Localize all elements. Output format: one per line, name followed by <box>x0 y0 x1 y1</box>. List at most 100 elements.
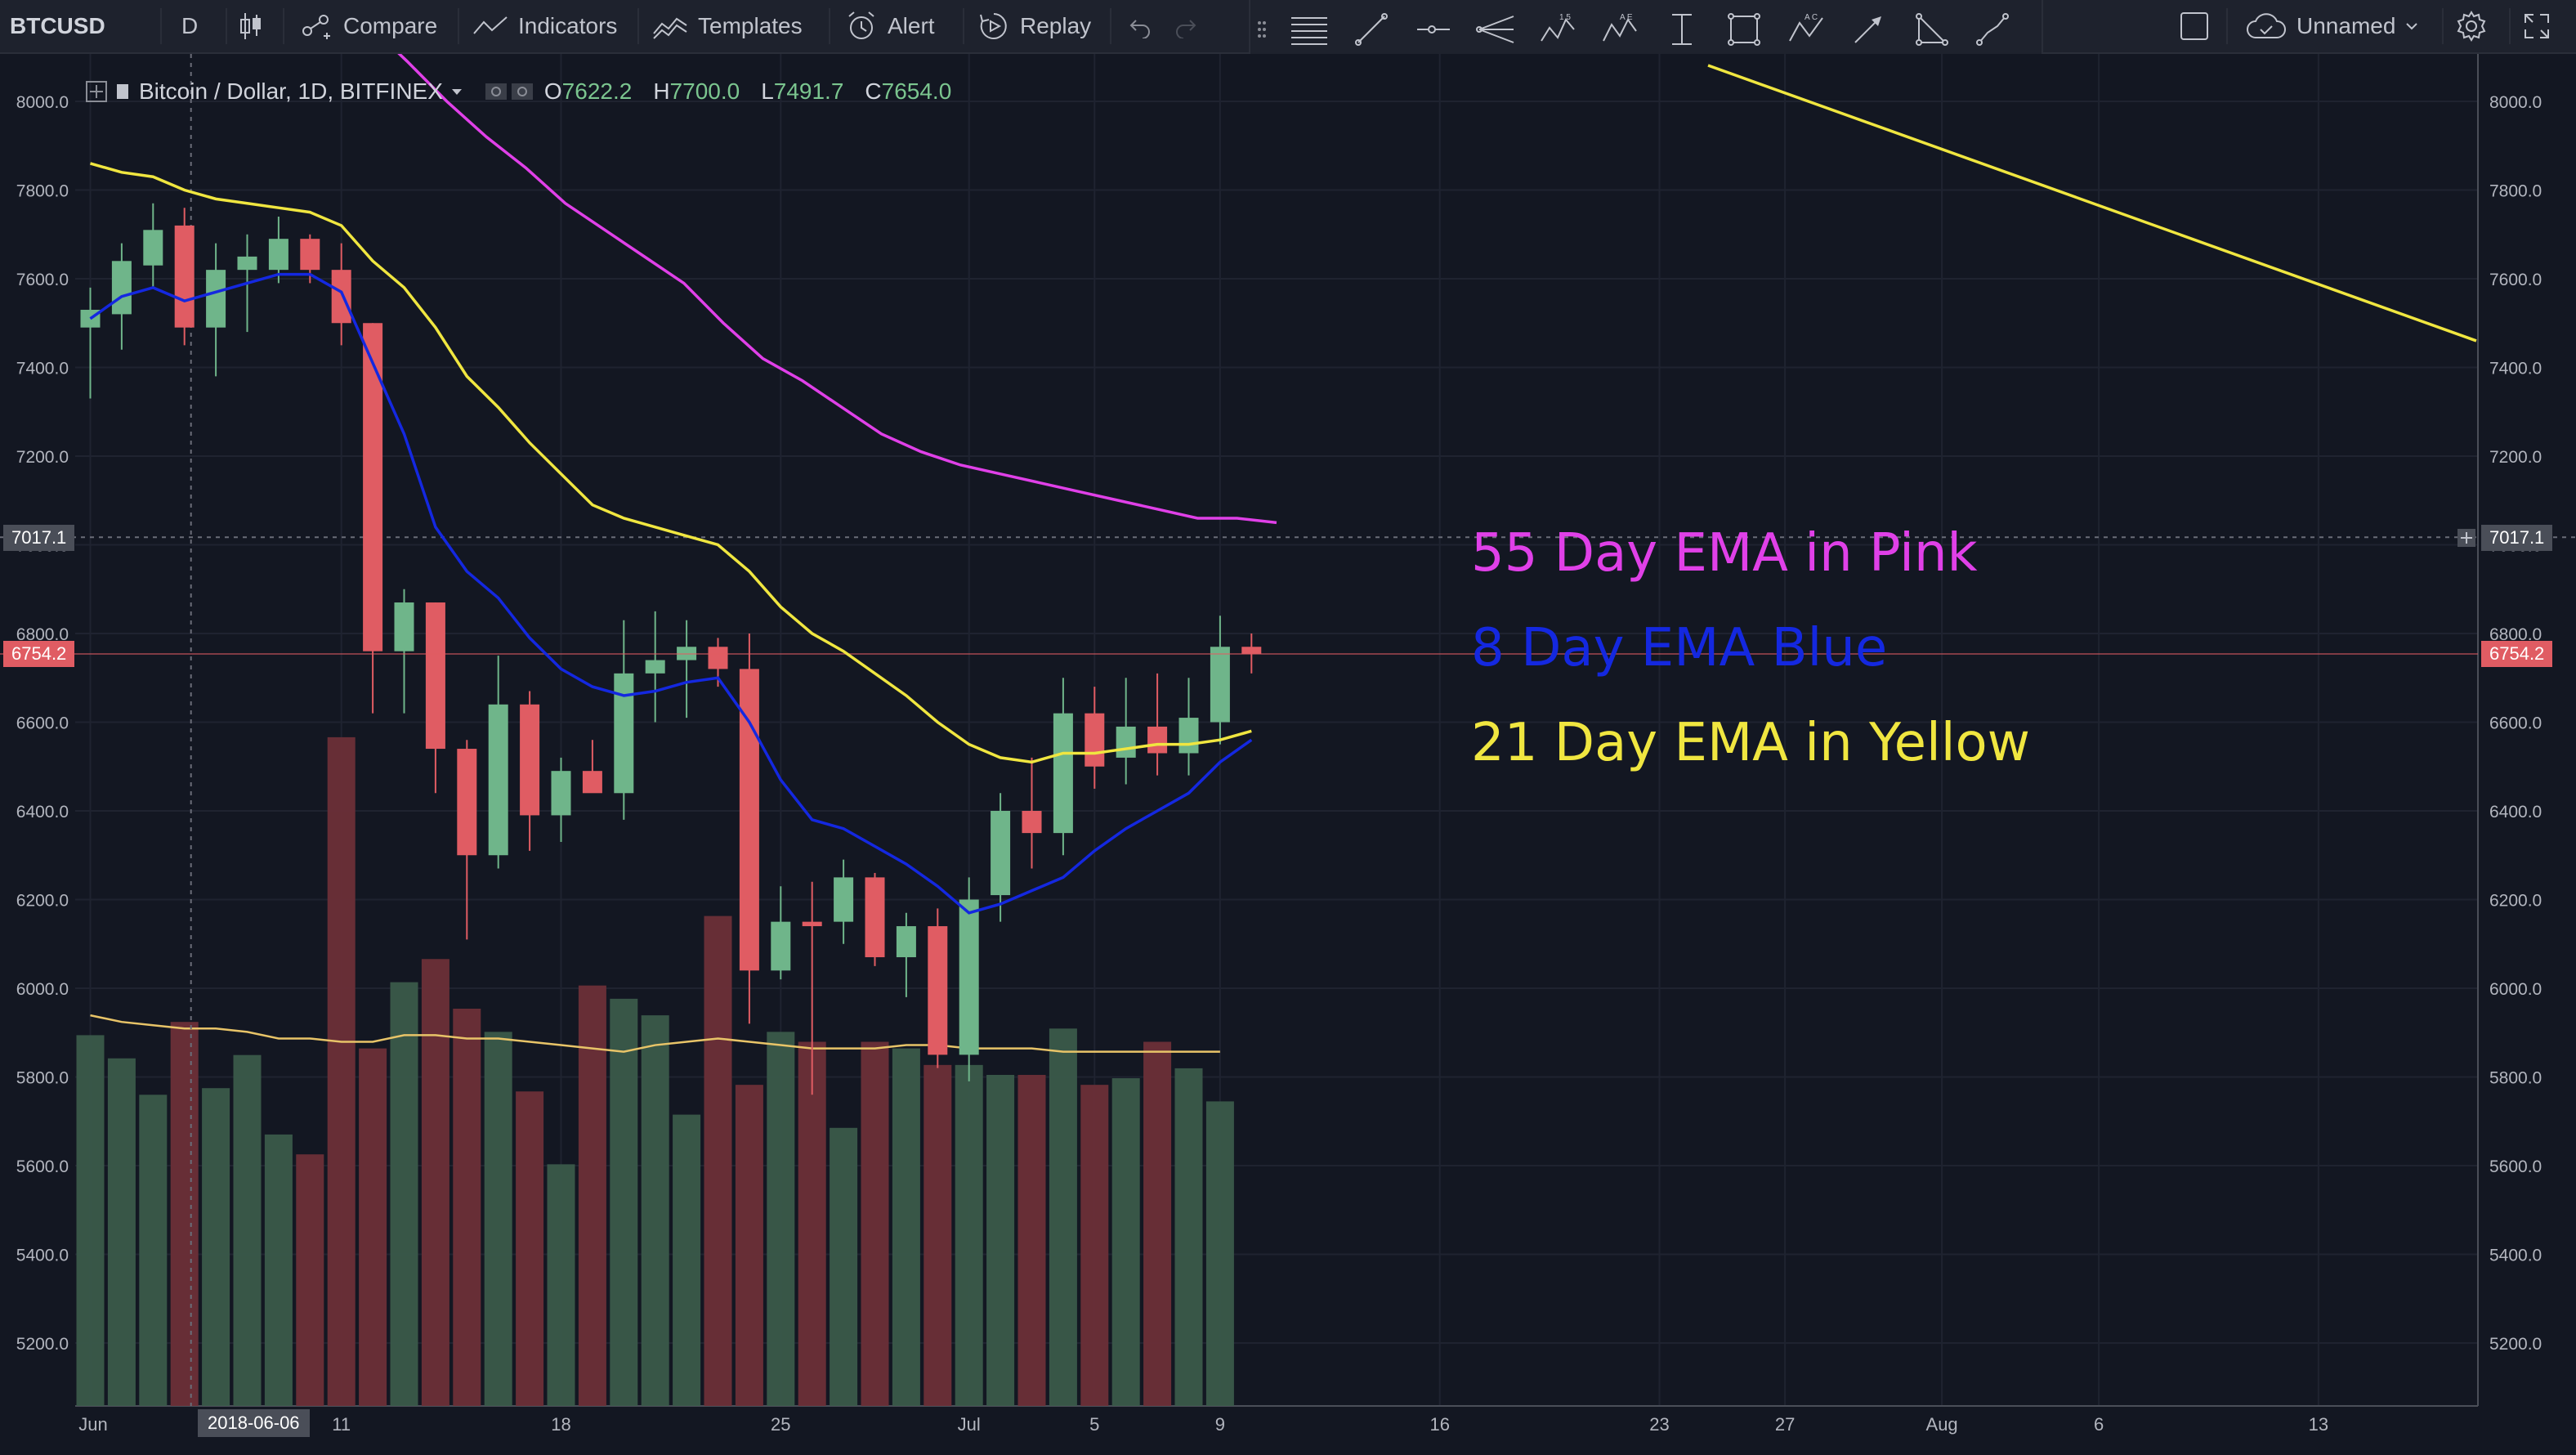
candle-body <box>300 239 320 271</box>
candle-body <box>520 704 540 816</box>
candle-body <box>739 669 759 971</box>
high-label: H <box>653 78 670 104</box>
price-axis-label-left: 7800.0 <box>16 182 69 201</box>
indicators-button[interactable]: Indicators <box>472 0 617 52</box>
volume-bar <box>1174 1068 1203 1406</box>
divider <box>2226 8 2228 44</box>
svg-text:A E: A E <box>1620 13 1633 22</box>
chevron-down-icon[interactable] <box>451 87 463 96</box>
candle-body <box>331 270 351 324</box>
compare-label: Compare <box>343 13 438 38</box>
candle-body <box>771 921 791 971</box>
time-axis-label: 16 <box>1429 1414 1449 1435</box>
abc-pattern-icon[interactable]: A C <box>1780 7 1832 52</box>
annotation-ema21[interactable]: 21 Day EMA in Yellow <box>1471 713 2030 773</box>
open-value: 7622.2 <box>561 78 633 104</box>
time-axis-label: 13 <box>2309 1414 2328 1435</box>
abcd-pattern-icon[interactable]: A E <box>1594 7 1646 52</box>
alarm-clock-icon <box>848 11 874 39</box>
price-axis-label-left: 5200.0 <box>16 1335 69 1354</box>
volume-bar <box>516 1091 544 1406</box>
candle-body <box>394 602 414 651</box>
candle-body <box>1053 713 1073 834</box>
horizontal-ray-icon[interactable] <box>1407 7 1460 52</box>
interval-button[interactable]: D <box>181 0 198 52</box>
eye-icon[interactable] <box>484 80 536 103</box>
price-axis-label-right: 6800.0 <box>2489 625 2542 644</box>
templates-button[interactable]: Templates <box>652 0 803 52</box>
crosshair-price-badge-right: 7017.1 <box>2481 525 2553 551</box>
price-axis-label-left: 7600.0 <box>16 271 69 289</box>
price-axis-label-right: 7400.0 <box>2489 360 2542 378</box>
annotation-ema8[interactable]: 8 Day EMA Blue <box>1471 618 1888 678</box>
volume-bar <box>1205 1101 1234 1406</box>
price-axis-label-left: 6200.0 <box>16 892 69 911</box>
candles-icon <box>240 13 261 39</box>
svg-text:1 5: 1 5 <box>1559 13 1571 22</box>
volume-bar <box>202 1088 230 1406</box>
price-axis-label-left: 6800.0 <box>16 625 69 644</box>
volume-bar <box>892 1048 920 1406</box>
horizontal-lines-icon[interactable] <box>1283 7 1335 52</box>
undo-button[interactable] <box>1128 0 1152 52</box>
volume-bar <box>924 1064 952 1406</box>
drag-handle[interactable] <box>1250 7 1273 52</box>
triangle-icon[interactable] <box>1904 7 1957 52</box>
time-axis-label: 5 <box>1089 1414 1099 1435</box>
replay-button[interactable]: Replay <box>977 0 1091 52</box>
time-axis-label: 18 <box>551 1414 570 1435</box>
pitchfork-icon[interactable] <box>1469 7 1522 52</box>
price-axis-label-left: 8000.0 <box>16 93 69 112</box>
compare-button[interactable]: Compare <box>299 0 437 52</box>
chart-style-button[interactable] <box>237 0 265 52</box>
price-axis-label-left: 5600.0 <box>16 1157 69 1176</box>
time-axis-label: 25 <box>771 1414 790 1435</box>
trend-line-icon[interactable] <box>1345 7 1398 52</box>
candle-body <box>111 261 132 315</box>
price-axis-label-right: 6000.0 <box>2489 980 2542 999</box>
candle-body <box>551 771 571 816</box>
xabcd-pattern-icon[interactable]: 1 5 <box>1532 7 1584 52</box>
candle-body <box>1241 647 1262 654</box>
annotation-ema55[interactable]: 55 Day EMA in Pink <box>1471 523 1978 584</box>
volume-bar <box>641 1015 669 1406</box>
divider <box>226 8 227 44</box>
divider <box>2509 8 2511 44</box>
layout-save-button[interactable]: Unnamed <box>2246 0 2418 52</box>
path-icon[interactable] <box>1966 7 2019 52</box>
divider <box>963 8 964 44</box>
volume-bar <box>610 998 638 1406</box>
divider <box>458 8 459 44</box>
candle-body <box>928 926 948 1055</box>
volume-bar <box>170 1022 199 1406</box>
series-title[interactable]: Bitcoin / Dollar, 1D, BITFINEX <box>139 78 443 104</box>
volume-bar <box>107 1058 136 1406</box>
volume-bar <box>767 1032 795 1406</box>
fullscreen-button[interactable] <box>2522 0 2551 52</box>
redo-button[interactable] <box>1174 0 1198 52</box>
ema8-line <box>89 272 1253 915</box>
arrow-icon[interactable] <box>1842 7 1894 52</box>
settings-button[interactable] <box>2455 0 2488 52</box>
crosshair-date-badge: 2018-06-06 <box>198 1409 310 1437</box>
candle-body <box>834 877 854 922</box>
plus-square-icon[interactable] <box>85 80 108 103</box>
measure-icon[interactable] <box>1656 7 1708 52</box>
time-axis-label: 11 <box>332 1414 351 1435</box>
crosshair-price-badge-left: 7017.1 <box>3 525 75 551</box>
rectangle-icon[interactable] <box>1718 7 1770 52</box>
candle-body <box>457 749 477 856</box>
price-axis-label-right: 6200.0 <box>2489 892 2542 911</box>
fullscreen-layout-button[interactable] <box>2179 0 2210 52</box>
series-legend: Bitcoin / Dollar, 1D, BITFINEX O 7622.2 H… <box>85 78 964 105</box>
templates-icon <box>653 17 687 39</box>
candle-body <box>1022 811 1042 834</box>
price-axis-label-right: 5600.0 <box>2489 1157 2542 1176</box>
candle-body <box>896 926 916 958</box>
alert-label: Alert <box>888 13 935 38</box>
add-price-line-icon[interactable] <box>2457 528 2476 548</box>
candle-body <box>708 647 728 669</box>
symbol-search-button[interactable]: BTCUSD <box>10 0 105 52</box>
alert-button[interactable]: Alert <box>845 0 935 52</box>
